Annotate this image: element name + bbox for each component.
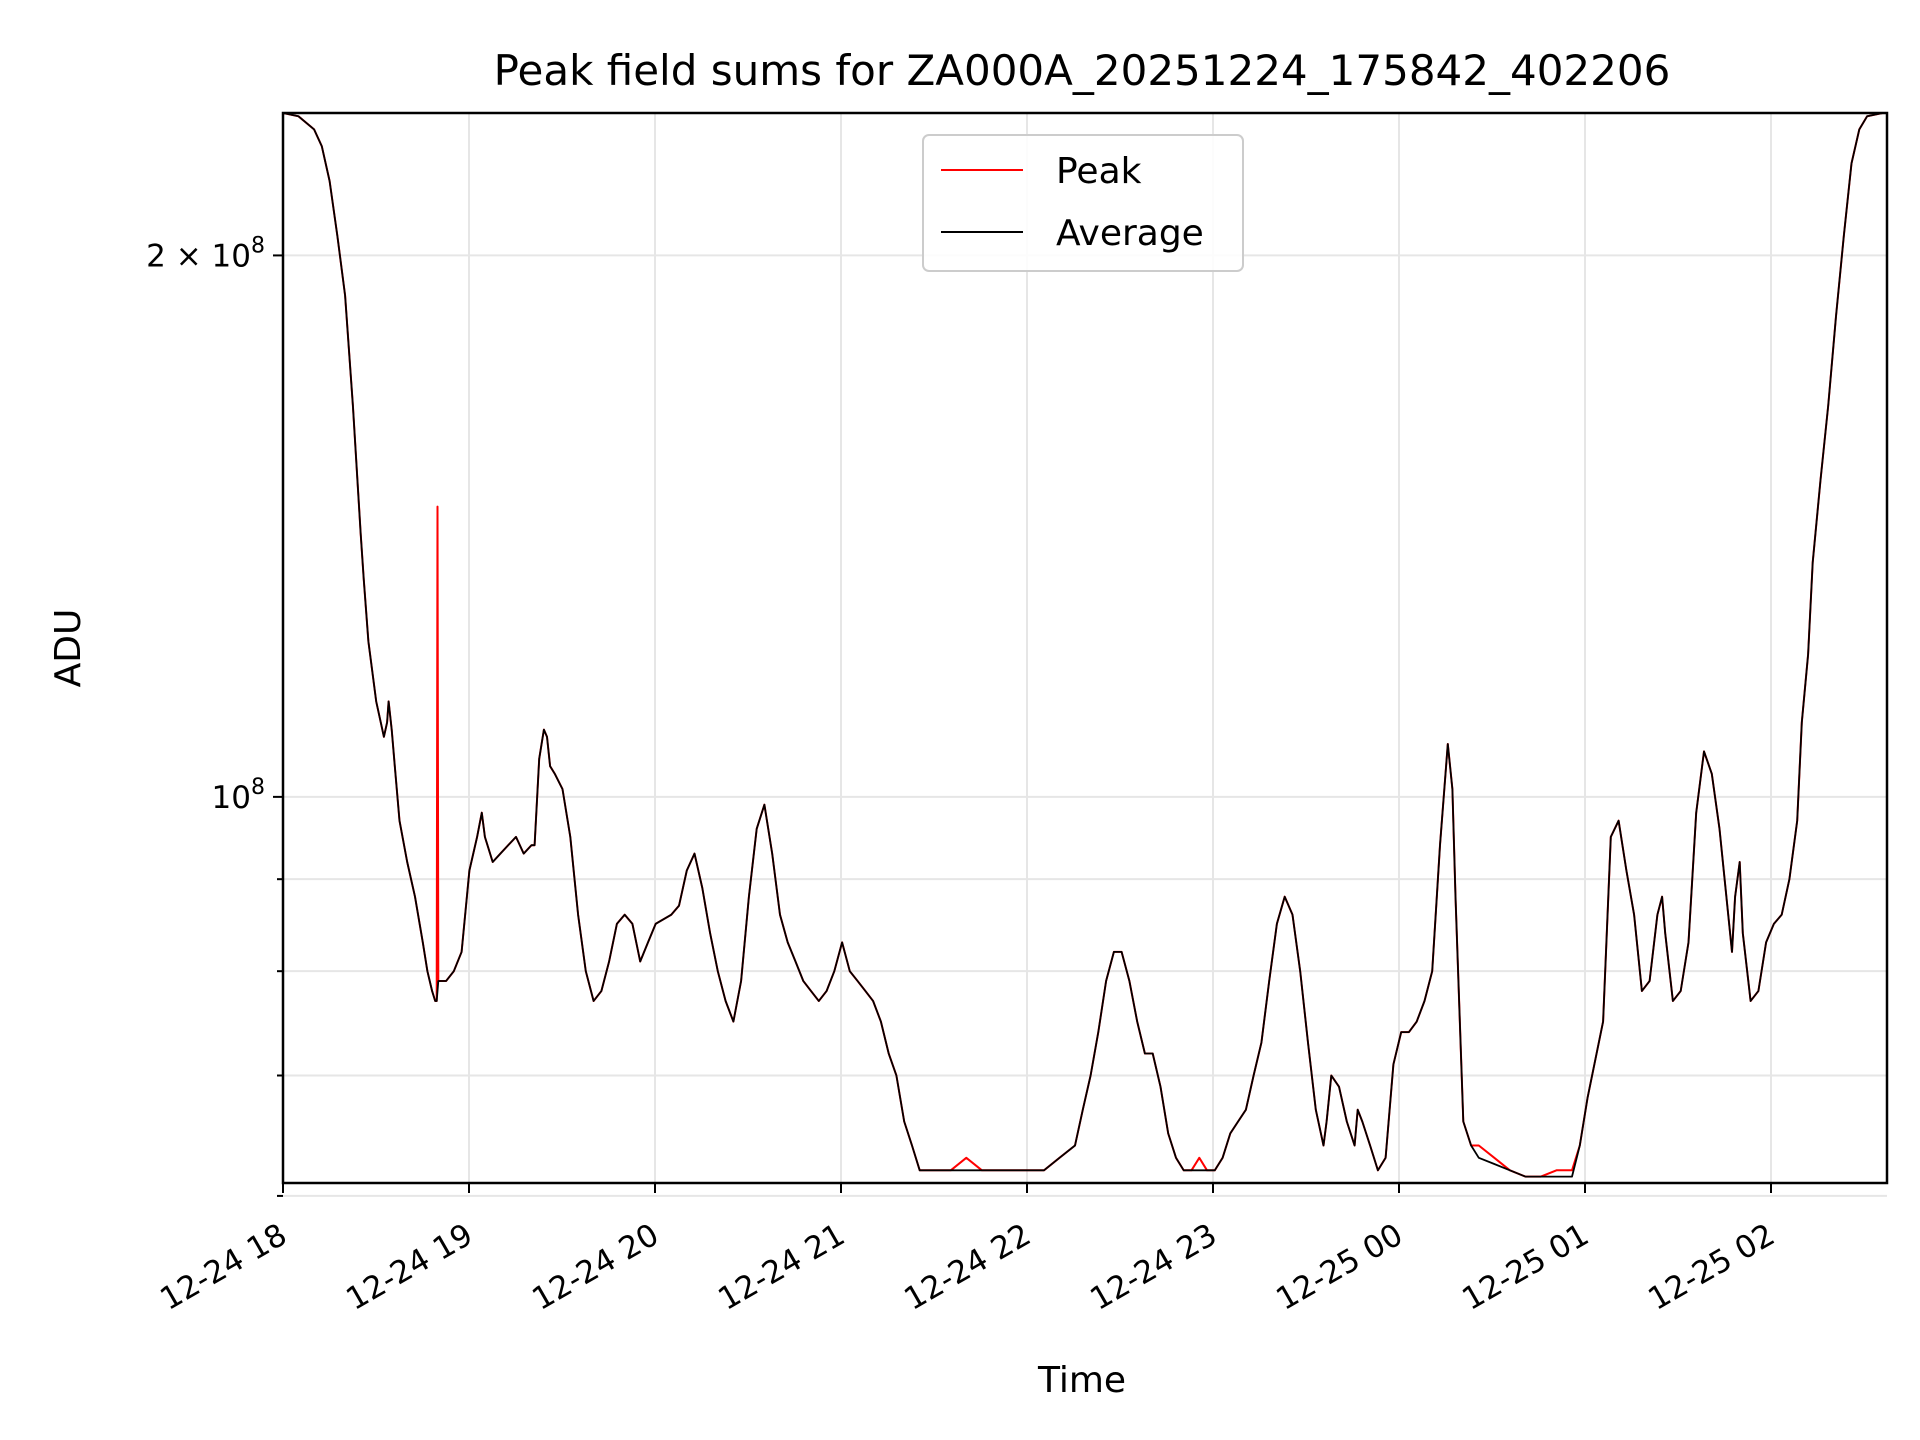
legend-label-peak: Peak bbox=[1056, 151, 1142, 192]
x-tick-label: 12-25 01 bbox=[1456, 1217, 1595, 1318]
series-layer bbox=[283, 113, 1883, 1178]
legend-label-average: Average bbox=[1056, 213, 1204, 254]
x-tick-label: 12-24 19 bbox=[340, 1217, 479, 1318]
x-tick-label: 12-25 02 bbox=[1642, 1217, 1781, 1318]
y-tick-label: 108 bbox=[212, 775, 265, 816]
y-tick-label: 2 × 108 bbox=[146, 233, 265, 274]
tick-layer: 12-24 18 12-24 19 12-24 20 12-24 21 12-24 22… bbox=[146, 233, 1781, 1317]
chart-title: Peak field sums for ZA000A_20251224_1758… bbox=[494, 46, 1671, 95]
x-tick-label: 12-25 00 bbox=[1270, 1217, 1409, 1318]
x-tick-label: 12-24 22 bbox=[898, 1217, 1037, 1318]
x-tick-label: 12-24 23 bbox=[1084, 1217, 1223, 1318]
series-average-line bbox=[283, 113, 1883, 1178]
x-tick-label: 12-24 20 bbox=[526, 1217, 665, 1318]
x-axis-label: Time bbox=[1037, 1360, 1126, 1401]
plot-frame bbox=[281, 111, 1889, 1185]
x-tick-label: 12-24 21 bbox=[712, 1217, 851, 1318]
legend: Peak Average bbox=[922, 134, 1244, 272]
y-axis-label: ADU bbox=[48, 609, 89, 688]
x-tick-label: 12-24 18 bbox=[154, 1217, 293, 1318]
series-peak-line bbox=[283, 113, 1883, 1178]
grid-layer bbox=[282, 113, 1887, 1197]
